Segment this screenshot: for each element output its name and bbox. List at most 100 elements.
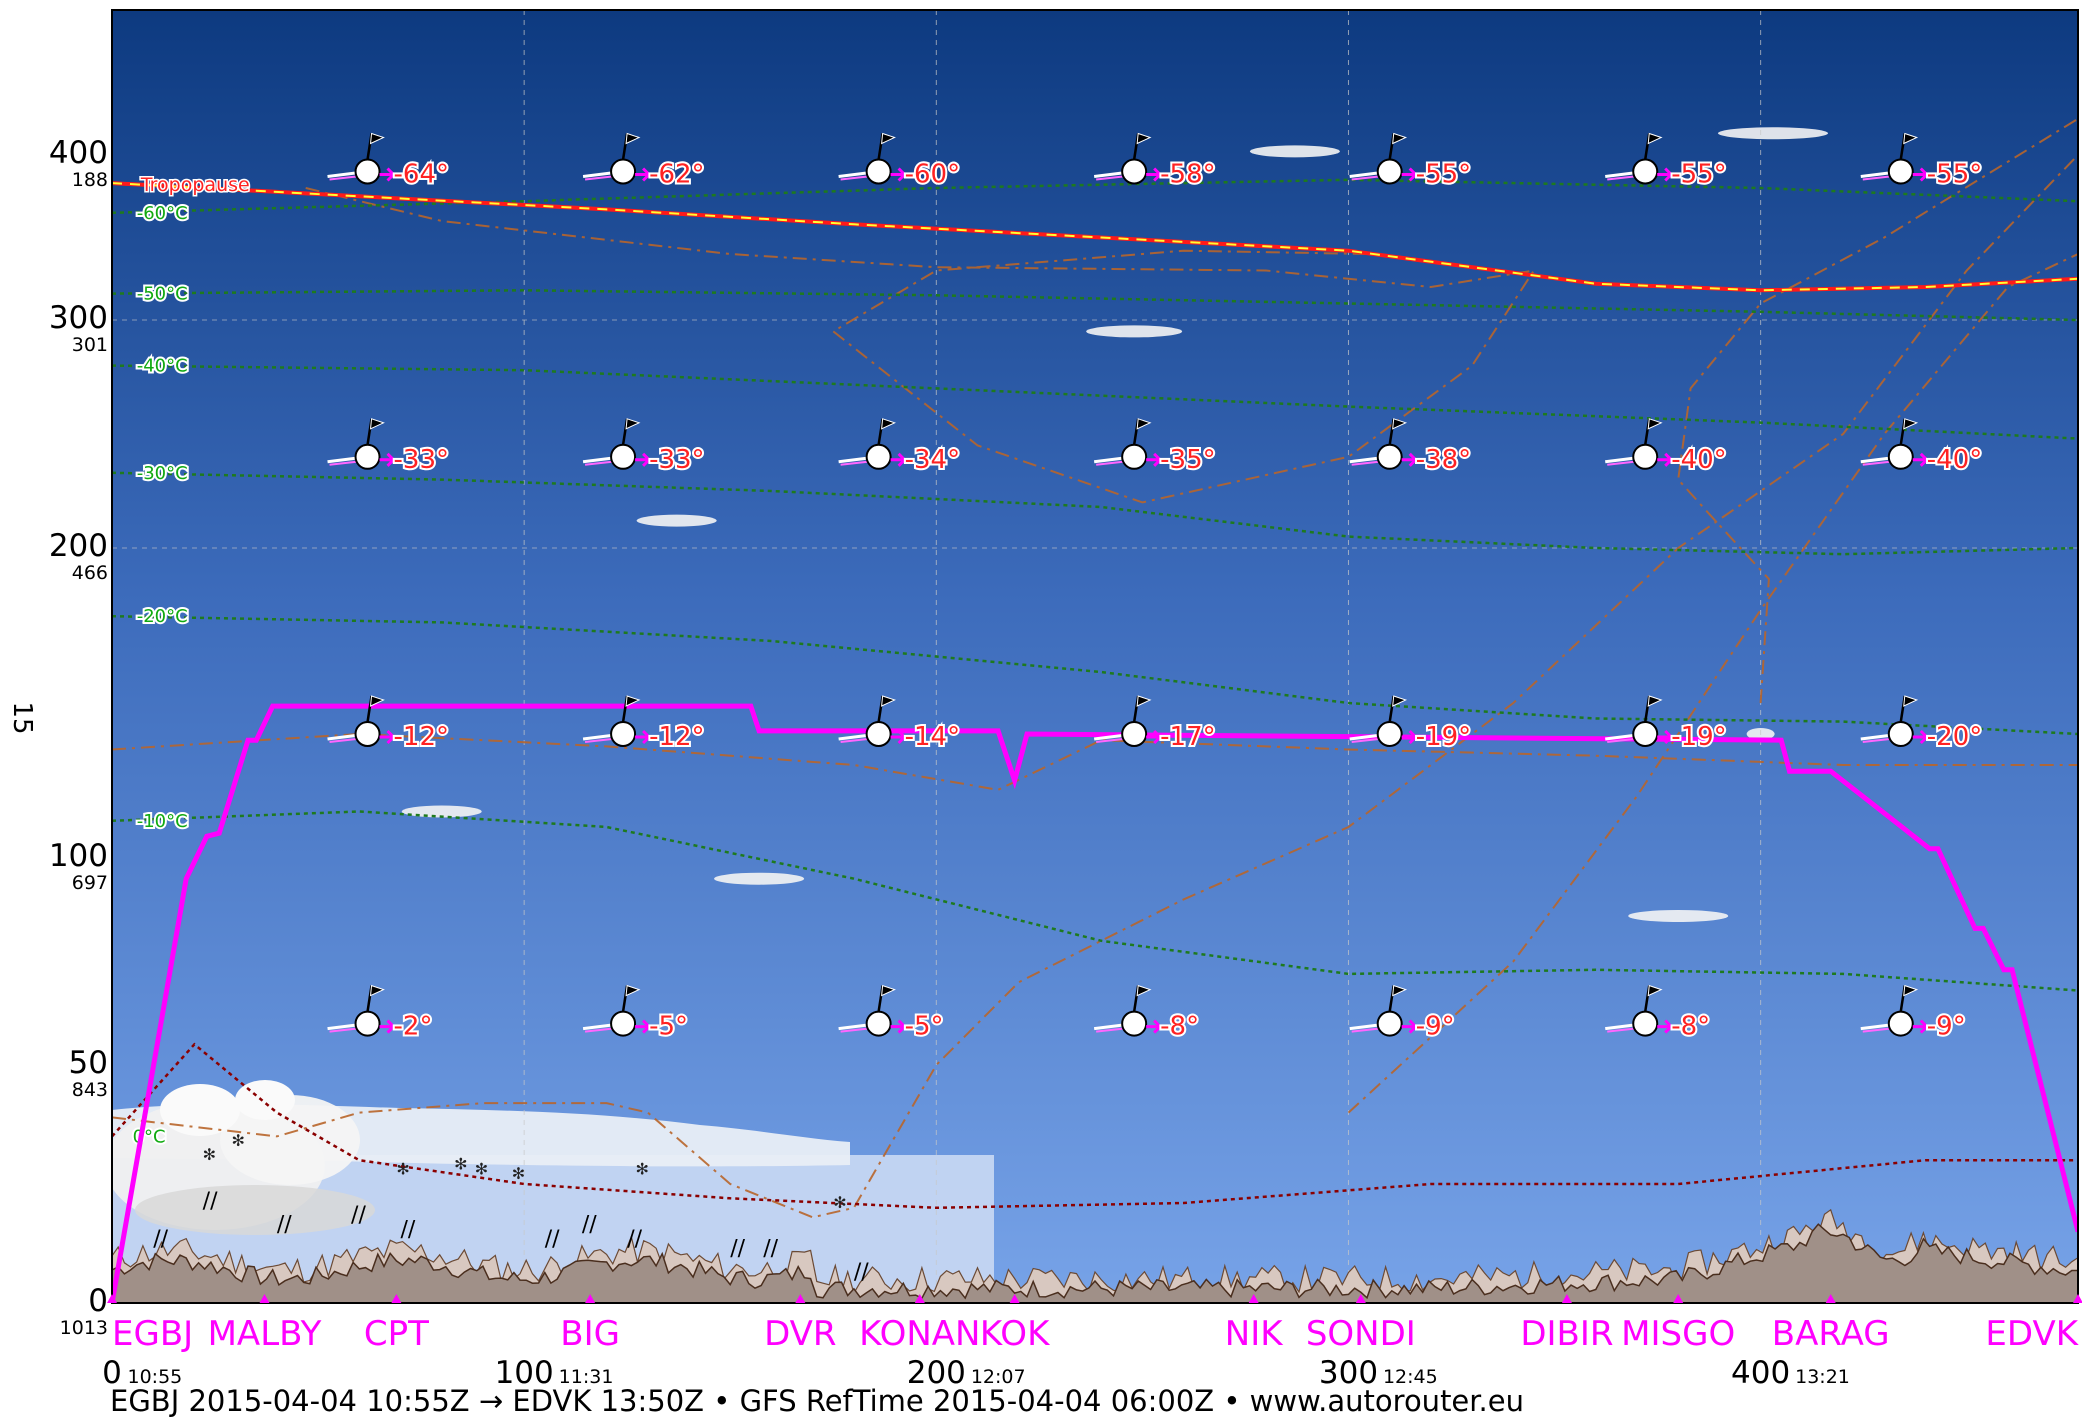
waypoint-label: DVR [764, 1314, 836, 1354]
x-tick-time: 12:45 [1383, 1366, 1438, 1388]
station-circle [1632, 721, 1659, 747]
small-clouds [401, 127, 1829, 922]
y-tick-label: 400 [49, 135, 108, 171]
station-circle [354, 1010, 381, 1037]
barb-flag [1392, 132, 1408, 145]
wind-arrow [1401, 167, 1418, 182]
wind-station: -40° [1860, 418, 1984, 477]
rain-symbol: // [401, 1217, 416, 1242]
wind-station: -34° [838, 418, 962, 477]
wind-station: -8° [1605, 984, 1712, 1044]
wind-contour [112, 154, 2078, 1219]
temperature-label: -55° [1671, 160, 1726, 190]
small-cloud [401, 805, 482, 818]
wind-station: -58° [1093, 132, 1218, 192]
grid-lines [112, 10, 2078, 1303]
left-axis-label: 15 [7, 701, 37, 734]
station-circle [865, 158, 892, 185]
temperature-label: -20° [1927, 722, 1982, 752]
footer-caption: EGBJ 2015-04-04 10:55Z → EDVK 13:50Z • G… [110, 1384, 1524, 1417]
wind-arrow [379, 729, 396, 745]
waypoint-labels: EGBJ MALBY CPT BIG DVR KONAN KOK NIK SONDI DIBIR M… [107, 1294, 2082, 1354]
temperature-label: -40° [1927, 445, 1982, 475]
temperature-label: -58° [1160, 160, 1215, 190]
wind-station: -55° [1860, 132, 1984, 192]
barb-flag [1903, 695, 1919, 707]
waypoint-marker [914, 1294, 925, 1303]
isotherm [112, 614, 2078, 736]
isotherm-label: -10°C [137, 811, 188, 832]
barb-flag [1392, 695, 1408, 707]
y-tick-hpa: 466 [72, 562, 108, 584]
wind-arrow [379, 167, 396, 182]
wind-arrow [890, 452, 907, 467]
waypoint-label: SONDI [1306, 1314, 1416, 1354]
y-tick-hpa: 1013 [60, 1317, 108, 1339]
temperature-label: -35° [1160, 445, 1215, 475]
waypoint-label: DIBIR [1520, 1314, 1613, 1354]
station-circle [1887, 1010, 1914, 1037]
waypoint-label: KOK [980, 1314, 1051, 1354]
wind-contour [1677, 117, 2078, 704]
x-tick-time: 10:55 [128, 1366, 183, 1388]
isotherm [112, 810, 2078, 992]
y-tick-label: 300 [49, 300, 108, 336]
barb-flag [1903, 132, 1919, 145]
temperature-label: -60° [905, 160, 960, 190]
isotherm-label: -60°C [137, 203, 188, 224]
rain-symbol: // [627, 1227, 642, 1252]
isotherm-label: -20°C [137, 606, 188, 627]
wind-arrow [1146, 452, 1163, 467]
wind-arrow [1657, 167, 1674, 182]
plot-background [112, 10, 2078, 1303]
wind-arrow [379, 1019, 396, 1034]
station-circle [610, 158, 637, 185]
x-tick-label: 400 [1731, 1355, 1790, 1391]
barb-flag [625, 132, 641, 145]
snow-symbol: ✻ [396, 1159, 409, 1178]
wind-station: -62° [582, 132, 707, 192]
barb-flag [1392, 418, 1408, 430]
x-tick-label: 100 [495, 1355, 554, 1391]
wind-contour [305, 187, 1536, 504]
small-cloud [1718, 127, 1829, 140]
barb-flag [1647, 695, 1663, 707]
wind-station: -9° [1860, 984, 1968, 1044]
waypoint-label: MALBY [208, 1314, 322, 1354]
station-circle [865, 721, 892, 747]
x-tick-time: 13:21 [1795, 1366, 1850, 1388]
wind-station: -5° [582, 984, 690, 1044]
temperature-label: -64° [394, 160, 449, 190]
station-circle [610, 443, 637, 470]
y-tick-hpa: 697 [72, 872, 108, 894]
wind-arrow [890, 729, 907, 745]
flight-profile [112, 703, 2078, 1303]
isotherm [112, 1042, 2078, 1210]
x-tick-label: 200 [907, 1355, 966, 1391]
temperature-label: -40° [1671, 445, 1726, 475]
wind-arrow [1401, 452, 1418, 467]
wind-arrow [379, 452, 396, 467]
barb-flag [625, 418, 641, 430]
small-cloud [714, 872, 805, 885]
barb-flag [1903, 984, 1919, 997]
snow-symbol: ✻ [454, 1155, 467, 1174]
barb-flag [881, 418, 896, 430]
wind-arrow [635, 1019, 652, 1034]
station-circle [1887, 158, 1914, 185]
rain-symbol: // [277, 1213, 292, 1238]
barb-flag [625, 984, 641, 997]
barb-flag [369, 984, 385, 997]
wind-arrow [1401, 729, 1418, 745]
barb-flag [1647, 418, 1663, 430]
wind-arrow [1146, 167, 1163, 182]
small-cloud [1249, 145, 1340, 158]
wind-arrow [1146, 1019, 1163, 1034]
station-circle [610, 1010, 637, 1037]
barb-flag [625, 695, 641, 707]
rain-symbol: // [763, 1236, 778, 1261]
wind-arrow [890, 1019, 907, 1034]
wind-arrow [1657, 729, 1674, 745]
temperature-label: -19° [1416, 722, 1471, 752]
